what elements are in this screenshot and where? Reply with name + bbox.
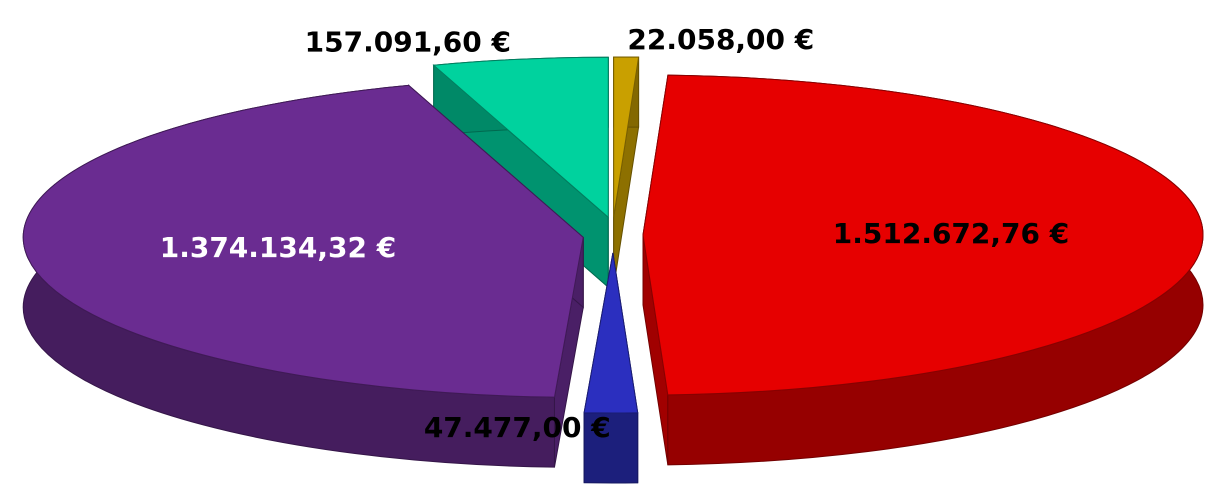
slice-top	[613, 56, 640, 218]
data-label: 157.091,60 €	[305, 25, 511, 58]
data-label: 22.058,00 €	[627, 23, 814, 56]
data-label: 1.374.134,32 €	[160, 231, 396, 264]
slice	[22, 84, 584, 468]
slice	[583, 252, 639, 484]
slice-top	[583, 252, 639, 414]
slice	[642, 74, 1204, 466]
slice	[613, 56, 640, 288]
data-label: 47.477,00 €	[424, 411, 611, 444]
slice-top	[22, 84, 584, 398]
slice-top	[432, 56, 609, 219]
data-label: 1.512.672,76 €	[833, 217, 1069, 250]
slice-top	[642, 74, 1204, 396]
